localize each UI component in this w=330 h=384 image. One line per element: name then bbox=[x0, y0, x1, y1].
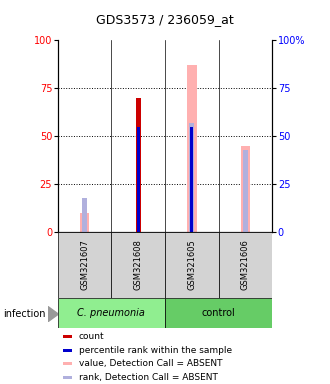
Bar bbox=[187, 65, 197, 232]
Text: GSM321607: GSM321607 bbox=[80, 240, 89, 290]
Bar bbox=[190, 127, 193, 232]
Bar bbox=[63, 349, 72, 352]
Bar bbox=[80, 213, 89, 232]
Bar bbox=[63, 362, 72, 365]
Text: GSM321605: GSM321605 bbox=[187, 240, 196, 290]
Bar bbox=[243, 150, 248, 232]
Bar bbox=[136, 98, 141, 232]
Bar bbox=[165, 298, 272, 328]
Text: rank, Detection Call = ABSENT: rank, Detection Call = ABSENT bbox=[79, 373, 218, 382]
Text: control: control bbox=[202, 308, 236, 318]
Text: count: count bbox=[79, 333, 105, 341]
Bar bbox=[58, 232, 112, 298]
Polygon shape bbox=[48, 306, 58, 322]
Bar bbox=[58, 298, 165, 328]
Text: value, Detection Call = ABSENT: value, Detection Call = ABSENT bbox=[79, 359, 222, 368]
Bar bbox=[112, 232, 165, 298]
Text: GDS3573 / 236059_at: GDS3573 / 236059_at bbox=[96, 13, 234, 26]
Bar bbox=[241, 146, 250, 232]
Bar bbox=[63, 376, 72, 379]
Text: GSM321608: GSM321608 bbox=[134, 240, 143, 290]
Bar bbox=[82, 198, 87, 232]
Bar bbox=[63, 336, 72, 338]
Bar bbox=[218, 232, 272, 298]
Text: percentile rank within the sample: percentile rank within the sample bbox=[79, 346, 232, 355]
Text: GSM321606: GSM321606 bbox=[241, 240, 250, 290]
Bar bbox=[189, 123, 194, 232]
Bar bbox=[165, 232, 218, 298]
Bar bbox=[137, 127, 140, 232]
Text: infection: infection bbox=[3, 309, 46, 319]
Text: C. pneumonia: C. pneumonia bbox=[78, 308, 145, 318]
